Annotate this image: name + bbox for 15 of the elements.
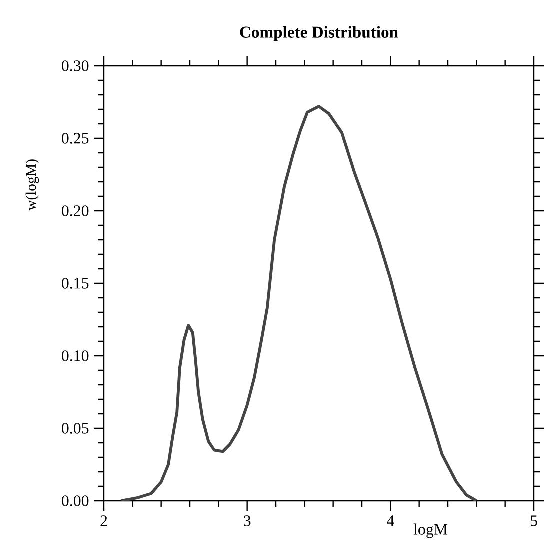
y-tick-label: 0.05 bbox=[62, 423, 89, 434]
y-tick-label: 0.30 bbox=[62, 60, 89, 72]
x-tick-label: 4 bbox=[386, 516, 394, 526]
y-tick-label: 0.20 bbox=[62, 206, 89, 216]
x-tick-label: 5 bbox=[530, 516, 538, 526]
x-axis-title: logM bbox=[414, 524, 448, 538]
x-tick-label: 2 bbox=[100, 516, 108, 526]
y-tick-label: 0.15 bbox=[62, 278, 89, 289]
y-tick-label: 0.10 bbox=[62, 350, 89, 362]
line-series bbox=[120, 105, 478, 501]
y-tick-label: 0.25 bbox=[62, 133, 89, 144]
chart-title: Complete Distribution bbox=[240, 26, 398, 42]
y-axis-title: w(logM) bbox=[26, 160, 40, 211]
y-tick-label: 0.00 bbox=[62, 496, 89, 506]
x-tick-label: 3 bbox=[244, 516, 251, 526]
